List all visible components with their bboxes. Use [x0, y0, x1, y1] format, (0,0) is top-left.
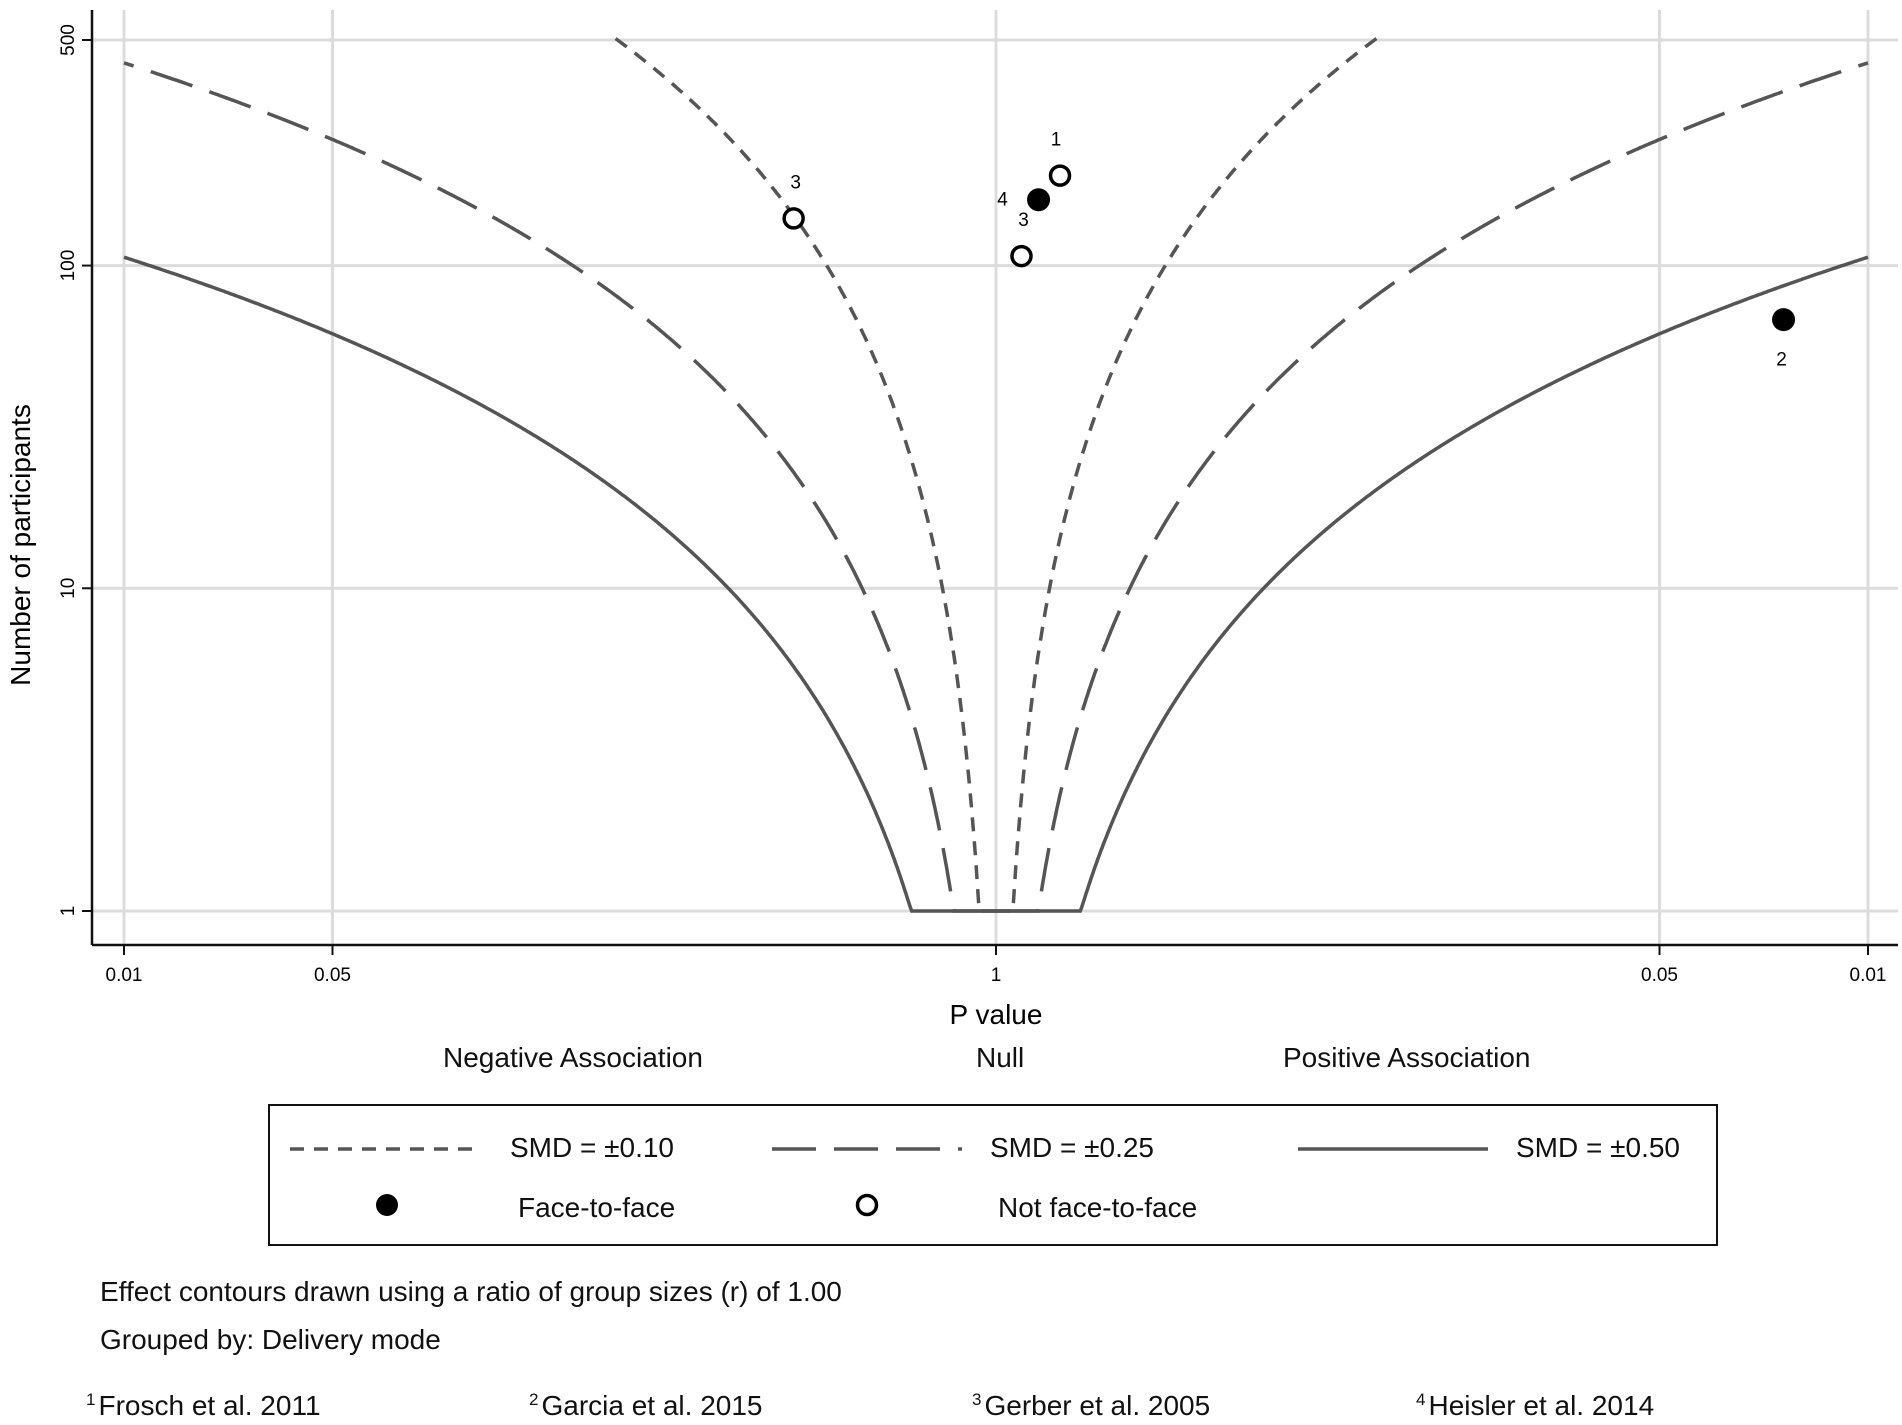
- y-tick-label: 10: [58, 578, 79, 599]
- x-tick-label: 0.05: [314, 965, 351, 986]
- albatross-plot: 0.01 0.05 1 0.05 0.01 1 10 100 500 4 2 1 3 3 P value…: [5, 10, 1898, 1030]
- data-point-label: 4: [997, 190, 1008, 211]
- data-point-label: 3: [1018, 210, 1029, 231]
- contour-smd-1-negative: [123, 61, 996, 913]
- legend-line-smd-025: [772, 1147, 962, 1151]
- region-label-positive: Positive Association: [1283, 1042, 1531, 1073]
- legend-marker-filled-circle-icon: [376, 1194, 398, 1216]
- x-tick-label: 1: [991, 965, 1002, 986]
- y-tick-label: 500: [58, 24, 79, 56]
- grouping-note: Grouped by: Delivery mode: [100, 1324, 441, 1355]
- contour-smd-1-positive: [996, 61, 1869, 913]
- contour-smd-0-positive: [996, 36, 1378, 913]
- legend: SMD = ±0.10 SMD = ±0.25 SMD = ±0.50 Face…: [268, 1104, 1718, 1246]
- reference-3: 3 Gerber et al. 2005: [972, 1390, 1211, 1421]
- data-point-not-face-to-face: [1048, 164, 1072, 187]
- legend-label-face-to-face: Face-to-face: [518, 1192, 676, 1223]
- data-point-label: 3: [790, 172, 801, 193]
- x-tick-label: 0.01: [1850, 965, 1887, 986]
- legend-label-smd-050: SMD = ±0.50: [1516, 1132, 1680, 1163]
- legend-line-smd-010: [290, 1147, 480, 1151]
- reference-2: 2 Garcia et al. 2015: [529, 1390, 763, 1421]
- legend-label-not-face-to-face: Not face-to-face: [998, 1192, 1198, 1223]
- legend-label-smd-010: SMD = ±0.10: [510, 1132, 674, 1163]
- data-point-not-face-to-face: [1010, 244, 1033, 268]
- data-point-not-face-to-face: [782, 207, 805, 230]
- reference-1: 1 Frosch et al. 2011: [86, 1390, 321, 1421]
- data-point-face-to-face: [1772, 308, 1796, 332]
- data-point-face-to-face: [1027, 188, 1051, 212]
- legend-line-smd-050: [1298, 1147, 1488, 1151]
- axes: [82, 10, 1898, 955]
- region-label-null: Null: [976, 1042, 1025, 1073]
- y-tick-label: 100: [58, 250, 79, 282]
- tick-labels: 0.01 0.05 1 0.05 0.01 1 10 100 500: [58, 24, 1886, 986]
- y-axis-label: Number of participants: [5, 404, 36, 686]
- reference-4: 4 Heisler et al. 2014: [1416, 1390, 1655, 1421]
- grid-lines: [92, 10, 1898, 945]
- contour-smd-2-negative: [123, 255, 996, 913]
- contour-smd-2-positive: [996, 255, 1869, 913]
- data-points: 4 2 1 3 3: [782, 130, 1796, 371]
- x-tick-label: 0.05: [1641, 965, 1678, 986]
- data-point-label: 1: [1051, 130, 1062, 151]
- region-label-negative: Negative Association: [443, 1042, 703, 1073]
- legend-marker-hollow-circle-icon: [855, 1193, 879, 1217]
- contour-smd-0-negative: [614, 36, 996, 913]
- y-tick-label: 1: [58, 906, 79, 917]
- contour-note: Effect contours drawn using a ratio of g…: [100, 1276, 842, 1307]
- effect-contours: [123, 36, 1869, 913]
- x-axis-label: P value: [950, 999, 1043, 1030]
- data-point-label: 2: [1776, 350, 1787, 371]
- x-tick-label: 0.01: [106, 965, 143, 986]
- legend-label-smd-025: SMD = ±0.25: [990, 1132, 1154, 1163]
